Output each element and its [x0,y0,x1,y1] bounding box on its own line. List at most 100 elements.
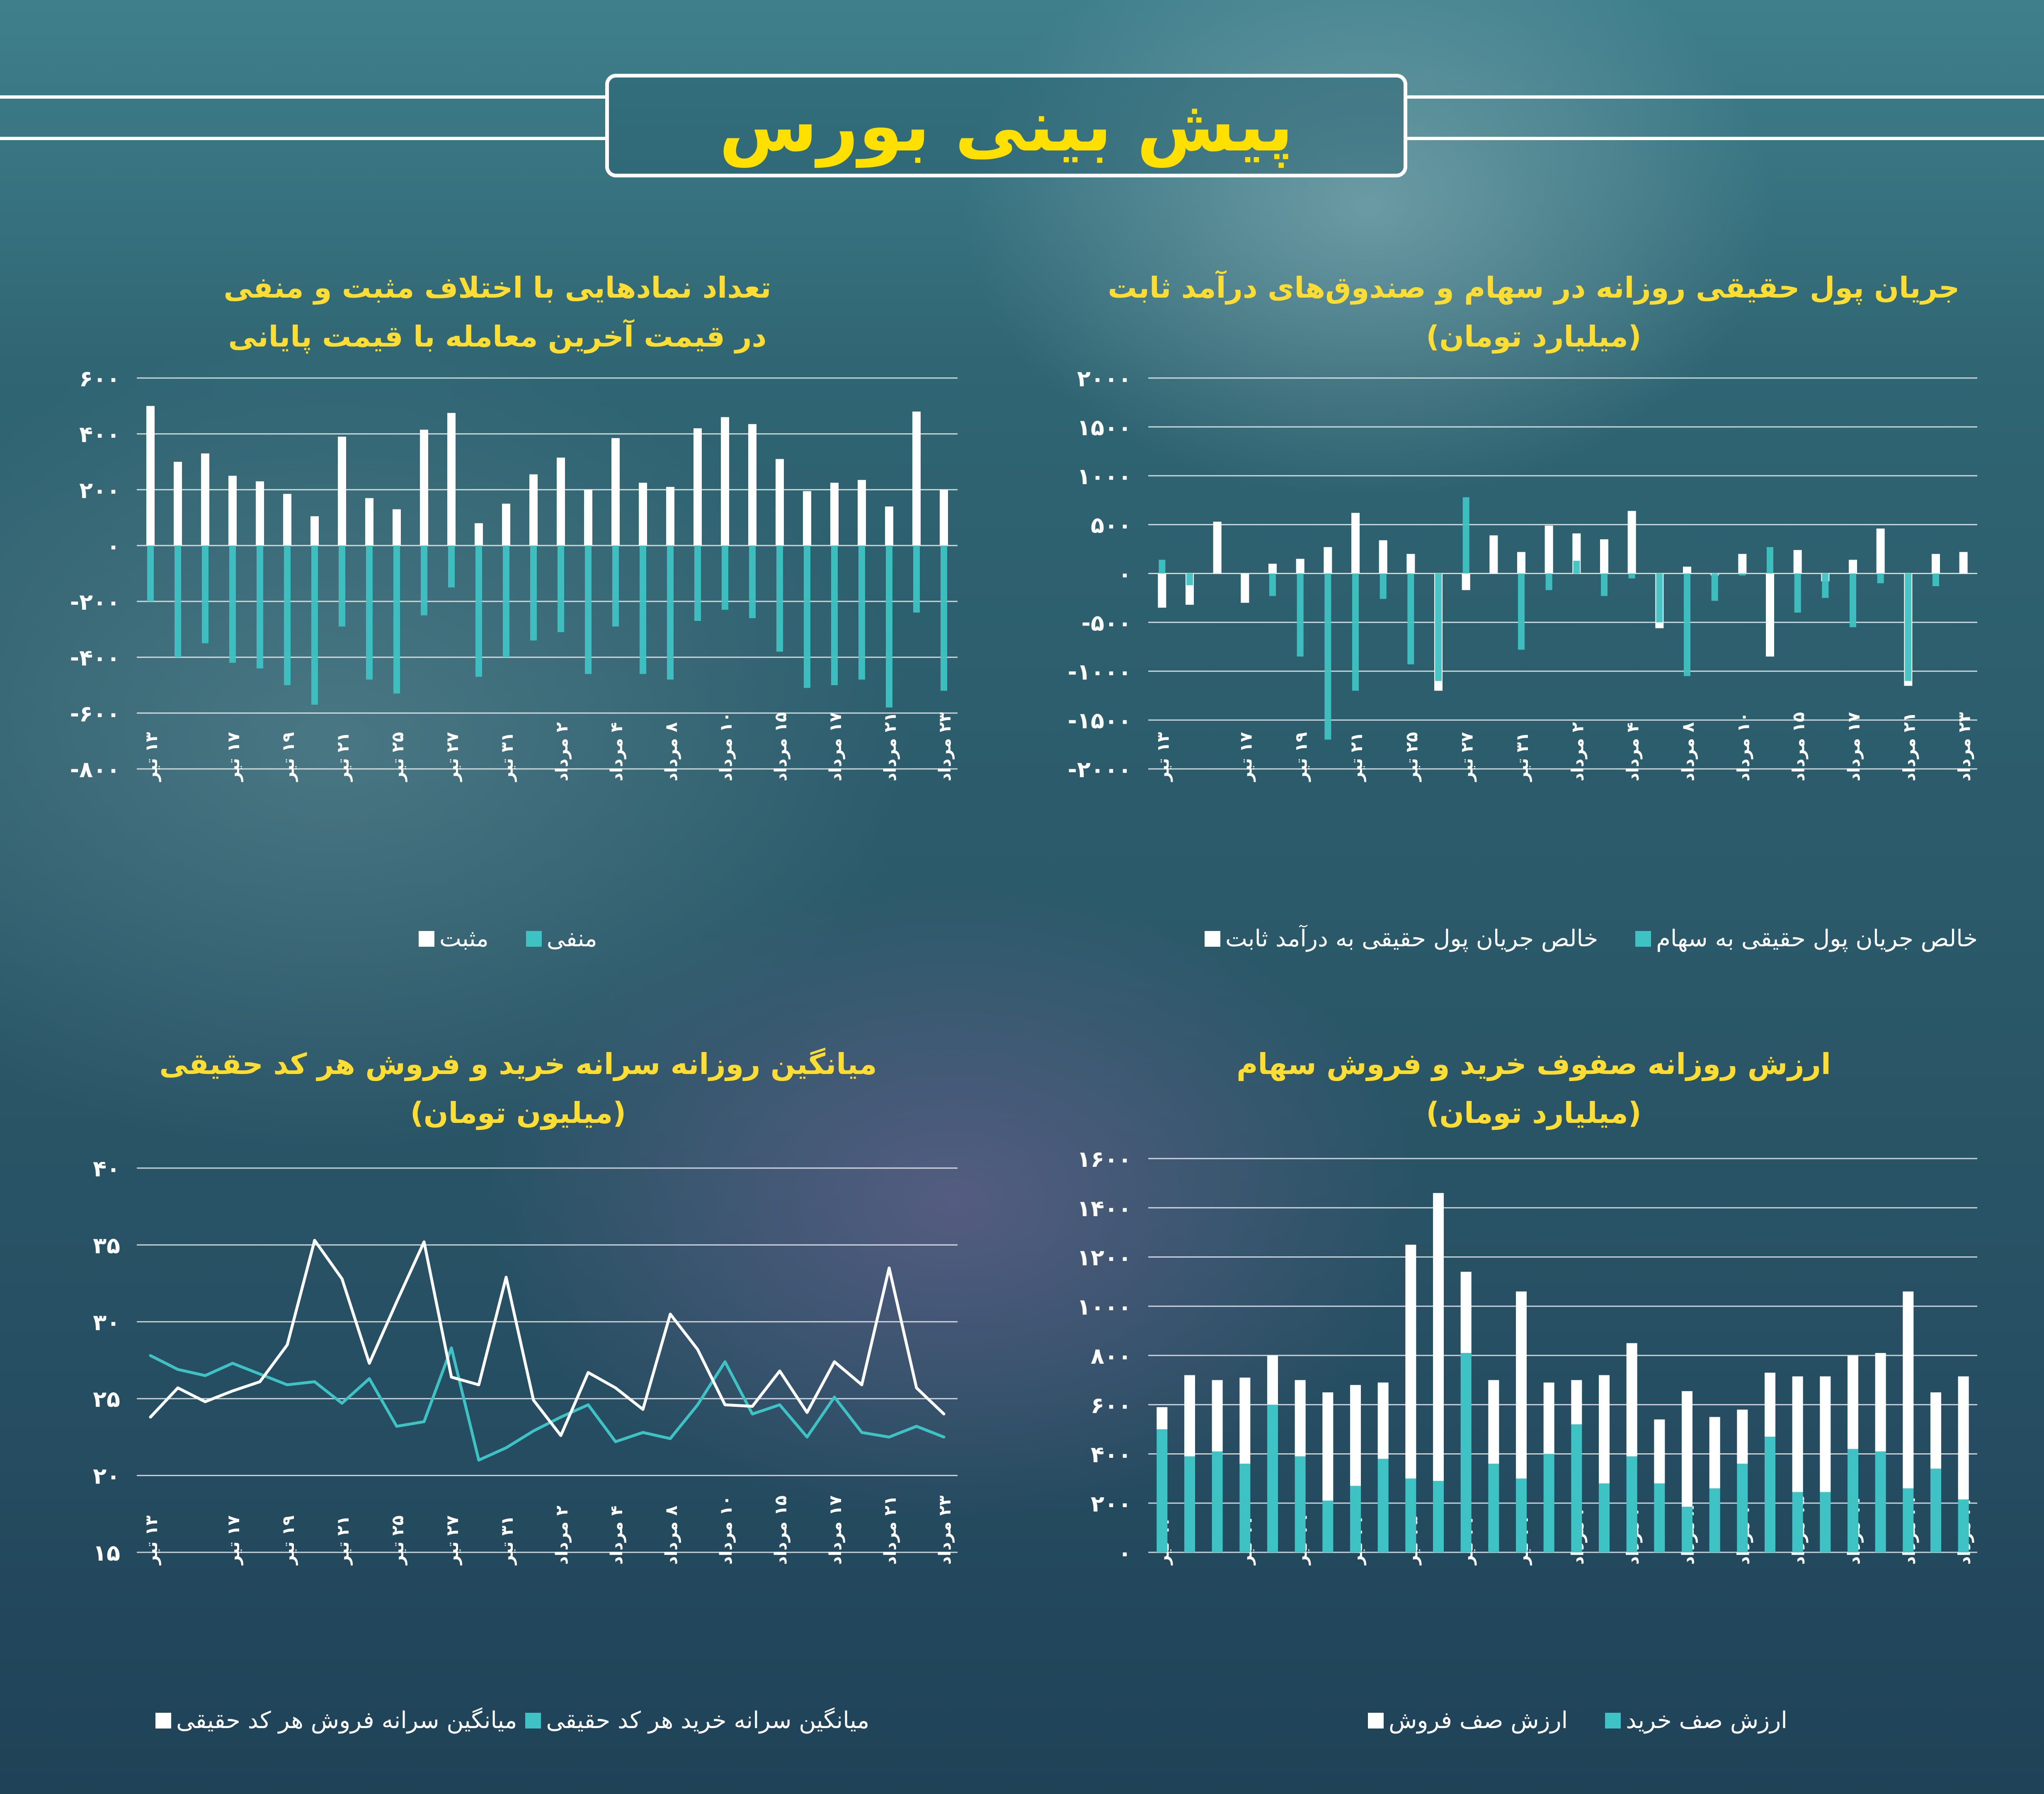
money_flow-xtick-label: ۱۷ مرداد [1845,712,1864,781]
money_flow-chart: ۲۰۰۰ ۱۵۰۰ ۱۰۰۰ ۵۰۰ ۰ -۵۰۰ -۱۰۰۰ -۱۵۰۰ -۲۰۰۰ ۱۳ تی… [1068,366,1977,783]
money_flow-bar [1241,573,1249,603]
per-capita-legend: میانگین سرانه فروش هر کد حقیقی میانگین س… [155,1707,869,1734]
money_flow-bar [1932,573,1939,587]
money_flow-bar [1518,573,1525,650]
queues-ytick-label: ۱۰۰۰ [1077,1294,1132,1320]
per_capita-xtick-label: ۱۷ مرداد [826,1496,845,1565]
queues-bar [1875,1353,1886,1452]
symbols-bar [147,545,154,601]
symbols-bar [776,545,783,652]
symbols-xtick-label: ۲۳ مرداد [936,712,955,781]
queues-bar [1571,1380,1582,1425]
queues-bar [1488,1464,1499,1552]
queues-bar [1765,1436,1775,1552]
symbols-bar [175,545,181,657]
symbols-xtick-label: ۲۵ تیر [388,732,407,782]
legend-swatch-teal [525,1712,541,1729]
money_flow-bar [1351,513,1360,574]
symbols-bar [584,490,592,546]
symbols-xtick-label: ۸ مرداد [662,722,681,781]
per_capita-xtick-label: ۲۱ مرداد [881,1496,900,1565]
header-line-top-left [0,95,606,99]
money_flow-bar [1324,547,1332,574]
symbols-bar [748,424,756,546]
symbols-xtick-label: ۲۱ تیر [334,732,353,782]
queues-legend-buy: ارزش صف خرید [1605,1707,1787,1734]
legend-swatch-white [1204,931,1220,947]
money_flow-bar [1380,573,1387,599]
queues-ytick-label: ۲۰۰ [1091,1491,1132,1517]
queues-legend: ارزش صف فروش ارزش صف خرید [1368,1707,1787,1734]
per_capita-xtick-label: ۳۱ تیر [498,1515,517,1566]
per_capita-xtick-label: ۲۵ تیر [388,1515,407,1566]
queues-bar [1820,1492,1831,1552]
symbols-bar [694,545,701,621]
legend-swatch-teal [526,931,542,947]
per-capita-title-line1: میانگین روزانه سرانه خرید و فروش هر کد ح… [159,1047,877,1081]
symbols-bar [393,545,400,694]
money-flow-legend-stocks: خالص جریان پول حقیقی به سهام [1635,925,1978,952]
queues-bar [1626,1456,1637,1552]
queues-bar [1460,1353,1472,1552]
queues-ytick-label: ۶۰۰ [1091,1392,1132,1418]
queues-bar [1875,1451,1886,1552]
symbols-bar [257,545,263,669]
money_flow-xtick-label: ۱۵ مرداد [1789,712,1809,781]
money_flow-xtick-label: ۲ مرداد [1568,722,1587,781]
symbols-chart: ۶۰۰ ۴۰۰ ۲۰۰ ۰ -۲۰۰ -۴۰۰ -۶۰۰ -۸۰۰ ۱۳ تیر ۱۷ تیر ۱۹… [70,366,958,783]
per_capita-ytick-label: ۳۰ [93,1309,120,1336]
symbols-bar [503,545,509,657]
queues-bar [1543,1382,1554,1454]
queues-bar [1267,1404,1278,1552]
symbols-xtick-label: ۲۱ مرداد [881,712,900,781]
per-capita-title: میانگین روزانه سرانه خرید و فروش هر کد ح… [83,1040,953,1137]
symbols-bar [502,504,510,546]
money_flow-ytick-label: ۱۰۰۰ [1077,463,1132,490]
queues-bar [1737,1464,1748,1552]
queues-bar [1295,1456,1306,1552]
symbols-bar [202,545,209,643]
money_flow-bar [1738,554,1747,574]
legend-label: میانگین سرانه فروش هر کد حقیقی [176,1707,517,1734]
money_flow-bar [1268,563,1277,574]
queues-bar [1903,1291,1914,1489]
symbols-bar [475,545,482,677]
symbols-xtick-label: ۱۵ مرداد [771,712,790,781]
money_flow-bar [1739,573,1746,576]
per_capita-series-line [149,1239,946,1437]
queues-bar [1765,1372,1775,1437]
symbols-bar [530,545,537,641]
money_flow-ytick-label: ۰ [1118,561,1132,587]
queues-bar [1516,1478,1527,1552]
queues-bar [1184,1375,1195,1457]
queues-bar [1682,1507,1692,1552]
legend-label: میانگین سرانه خرید هر کد حقیقی [546,1707,870,1734]
symbols-bar [174,462,182,546]
legend-swatch-white [1368,1712,1384,1729]
money_flow-bar [1435,573,1442,681]
queues-title-line1: ارزش روزانه صفوف خرید و فروش سهام [1237,1047,1831,1081]
symbols-legend-positive: مثبت [419,925,489,952]
money_flow-bar [1683,566,1691,574]
queues-bar [1792,1492,1803,1552]
legend-swatch-white [419,931,434,947]
symbols-bar [201,453,209,546]
queues-bar [1377,1459,1389,1552]
money_flow-xtick-label: ۲۱ تیر [1347,732,1366,782]
money_flow-xtick-label: ۲۵ تیر [1402,732,1421,782]
money_flow-bar [1296,559,1304,574]
money_flow-xtick-label: ۲۳ مرداد [1955,712,1974,781]
header-line-bottom-right [1406,137,2044,140]
symbols-bar [666,487,674,546]
header-title-box: پیش بینی بورس [605,74,1407,177]
symbols-bar [420,429,428,546]
queues-title: ارزش روزانه صفوف خرید و فروش سهام (میلیا… [1119,1040,1948,1137]
header-line-bottom-left [0,137,606,140]
symbols-bar [447,413,456,546]
queues-bar [1405,1478,1416,1552]
money_flow-xtick-label: ۴ مرداد [1624,722,1643,781]
symbols-ytick-label: -۲۰۰ [70,589,120,615]
legend-label: ارزش صف فروش [1389,1707,1568,1734]
